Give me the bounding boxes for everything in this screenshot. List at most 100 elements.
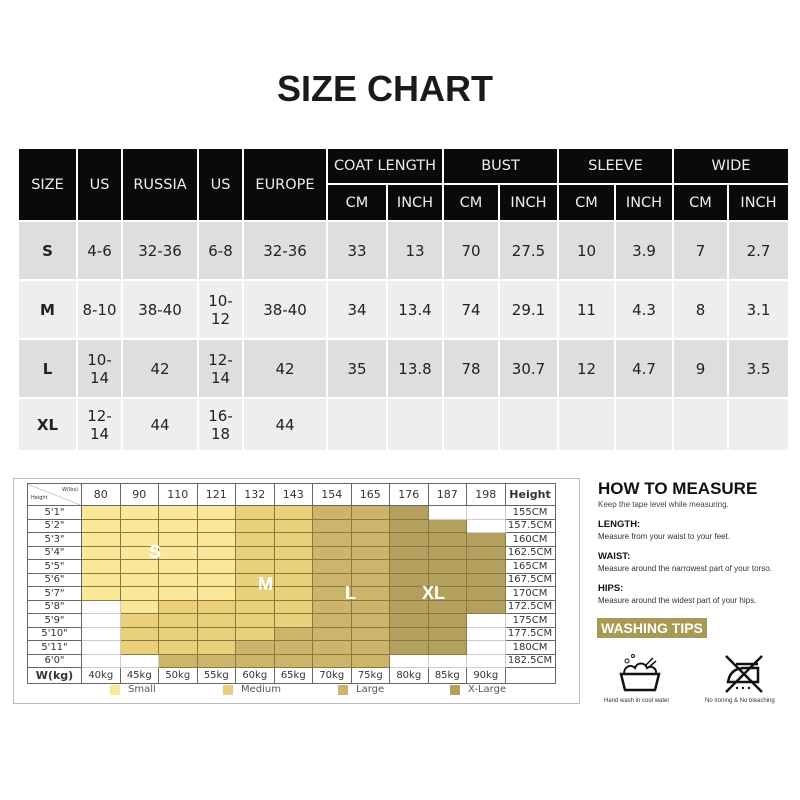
grid-cell-empty	[427, 505, 467, 520]
legend-large: Large	[338, 684, 384, 695]
grid-corner: W(lbs) Height	[27, 483, 82, 506]
grid-cell-empty	[466, 613, 506, 628]
header-size: SIZE	[17, 147, 78, 222]
grid-cell-S	[158, 532, 198, 547]
size-cell	[557, 397, 616, 452]
grid-cell-L	[273, 653, 313, 668]
size-cell: 4.3	[614, 279, 674, 340]
grid-cell-M	[235, 613, 275, 628]
hips-label: HIPS:	[598, 583, 624, 594]
height-cm: 155CM	[504, 505, 556, 520]
grid-cell-S	[81, 545, 121, 560]
grid-cell-empty	[81, 613, 121, 628]
grid-cell-M	[273, 545, 313, 560]
grid-cell-S	[119, 505, 159, 520]
grid-cell-M	[273, 505, 313, 520]
grid-cell-M	[196, 613, 236, 628]
waist-desc: Measure around the narrowest part of you…	[598, 564, 772, 573]
grid-cell-S	[158, 559, 198, 574]
size-cell: 30.7	[498, 338, 559, 399]
legend-label: Medium	[241, 684, 281, 695]
size-cell: 32-36	[242, 220, 328, 281]
size-table: SIZE US RUSSIA US EUROPE COAT LENGTH BUS…	[17, 147, 790, 452]
kg-cell: 45kg	[119, 667, 159, 684]
grid-cell-X	[427, 518, 467, 533]
size-cell: S	[17, 220, 78, 281]
size-cell: 16-18	[197, 397, 244, 452]
kg-cell: 85kg	[427, 667, 467, 684]
height-cm: 182.5CM	[504, 653, 556, 668]
grid-cell-L	[312, 653, 352, 668]
grid-cell-X	[466, 532, 506, 547]
header-europe: EUROPE	[242, 147, 328, 222]
height-cm: 180CM	[504, 640, 556, 655]
grid-cell-L	[273, 640, 313, 655]
grid-cell-X	[427, 626, 467, 641]
measure-title: HOW TO MEASURE	[598, 479, 758, 498]
grid-cell-S	[119, 518, 159, 533]
size-cell: 9	[672, 338, 729, 399]
weight-height-chart-frame	[13, 478, 580, 704]
grid-cell-L	[350, 572, 390, 587]
size-cell: 12-14	[197, 338, 244, 399]
grid-cell-empty	[81, 653, 121, 668]
grid-cell-L	[312, 599, 352, 614]
grid-cell-S	[81, 586, 121, 601]
size-cell: M	[17, 279, 78, 340]
size-row: XL 12-14 44 16-18 44	[17, 397, 790, 452]
grid-row: 5'6" 167.5CM	[27, 572, 556, 587]
legend-label: X-Large	[468, 684, 507, 695]
height-ft: 5'2"	[27, 518, 82, 533]
size-row: L 10-14 42 12-14 42 35 13.8 78 30.7 12 4.7 9 3.5	[17, 338, 790, 399]
size-cell	[442, 397, 500, 452]
grid-cell-S	[119, 586, 159, 601]
size-cell: 12-14	[76, 397, 123, 452]
header-cm: CM	[326, 183, 388, 222]
grid-cell-M	[273, 572, 313, 587]
size-cell: 13.4	[386, 279, 444, 340]
grid-cell-L	[350, 559, 390, 574]
header-sleeve: SLEEVE	[557, 147, 674, 185]
grid-cell-M	[273, 518, 313, 533]
kg-cell: 65kg	[273, 667, 313, 684]
grid-cell-L	[312, 559, 352, 574]
lbs-header: 132	[235, 483, 275, 506]
size-cell: XL	[17, 397, 78, 452]
size-cell: 35	[326, 338, 388, 399]
hand-wash-icon	[619, 654, 661, 692]
size-cell: 8	[672, 279, 729, 340]
grid-cell-L	[312, 532, 352, 547]
grid-cell-S	[158, 586, 198, 601]
size-cell: 4.7	[614, 338, 674, 399]
header-us: US	[76, 147, 123, 222]
grid-cell-M	[119, 613, 159, 628]
size-cell: 33	[326, 220, 388, 281]
grid-cell-X	[427, 545, 467, 560]
size-cell: 11	[557, 279, 616, 340]
grid-cell-L	[350, 613, 390, 628]
size-cell: 12	[557, 338, 616, 399]
grid-cell-M	[235, 505, 275, 520]
grid-cell-M	[158, 626, 198, 641]
grid-cell-empty	[81, 640, 121, 655]
measure-subtitle: Keep the tape level while measuring.	[598, 500, 729, 509]
grid-cell-S	[119, 559, 159, 574]
header-cm: CM	[672, 183, 729, 222]
kg-cell: 70kg	[312, 667, 352, 684]
height-cm: 167.5CM	[504, 572, 556, 587]
grid-cell-M	[196, 626, 236, 641]
grid-cell-L	[312, 545, 352, 560]
kg-cell: 60kg	[235, 667, 275, 684]
how-to-measure: HOW TO MEASURE Keep the tape level while…	[598, 479, 798, 605]
grid-cell-M	[273, 559, 313, 574]
size-cell: 13	[386, 220, 444, 281]
kg-cell: 40kg	[81, 667, 121, 684]
grid-cell-M	[158, 613, 198, 628]
height-cm: 170CM	[504, 586, 556, 601]
grid-cell-L	[235, 640, 275, 655]
size-cell: 3.1	[727, 279, 790, 340]
grid-cell-X	[389, 559, 429, 574]
grid-cell-X	[466, 559, 506, 574]
grid-cell-M	[119, 640, 159, 655]
height-ft: 5'5"	[27, 559, 82, 574]
